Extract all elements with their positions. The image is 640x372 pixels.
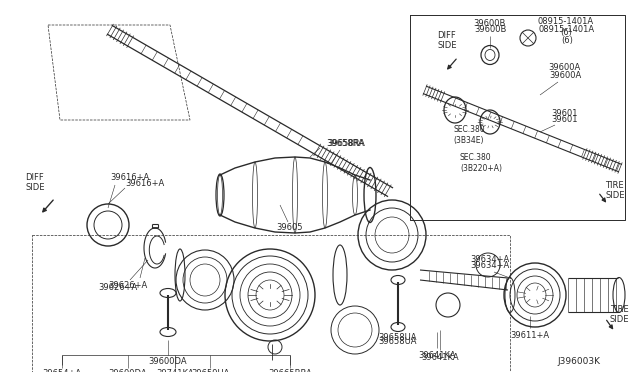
Text: SEC.380: SEC.380 bbox=[460, 154, 492, 163]
Text: 39605: 39605 bbox=[276, 224, 303, 232]
Text: DIFF: DIFF bbox=[25, 173, 44, 183]
Text: TIRE: TIRE bbox=[605, 180, 623, 189]
Text: DIFF: DIFF bbox=[437, 31, 456, 39]
Text: 39641KA: 39641KA bbox=[418, 350, 456, 359]
Text: (6): (6) bbox=[561, 35, 573, 45]
Text: 39659UA: 39659UA bbox=[191, 369, 229, 372]
Text: SIDE: SIDE bbox=[437, 41, 456, 49]
Text: SIDE: SIDE bbox=[610, 315, 630, 324]
Text: 39601: 39601 bbox=[552, 109, 579, 118]
Text: 39658UA: 39658UA bbox=[379, 337, 417, 346]
Text: 08915-1401A: 08915-1401A bbox=[538, 17, 594, 26]
Text: 39658RA: 39658RA bbox=[327, 138, 365, 148]
Text: 39600B: 39600B bbox=[474, 26, 506, 35]
Text: 08915-1401A: 08915-1401A bbox=[539, 26, 595, 35]
Text: 39665BRA: 39665BRA bbox=[268, 369, 312, 372]
Text: 39658UA: 39658UA bbox=[379, 334, 417, 343]
Text: (3B34E): (3B34E) bbox=[453, 135, 483, 144]
Text: 39626+A: 39626+A bbox=[108, 280, 148, 289]
Text: 39641KA: 39641KA bbox=[421, 353, 459, 362]
Text: 39658RA: 39658RA bbox=[326, 138, 364, 148]
Text: J396003K: J396003K bbox=[557, 357, 600, 366]
Text: TIRE: TIRE bbox=[610, 305, 628, 314]
Text: 39600A: 39600A bbox=[548, 64, 580, 73]
Text: 39634+A: 39634+A bbox=[470, 262, 509, 270]
Text: SEC.380: SEC.380 bbox=[453, 125, 484, 135]
Text: 39741KA: 39741KA bbox=[156, 369, 194, 372]
Text: 39600DA: 39600DA bbox=[148, 357, 188, 366]
Text: 39654+A: 39654+A bbox=[42, 369, 81, 372]
Text: 39601: 39601 bbox=[552, 115, 579, 125]
Text: 39611+A: 39611+A bbox=[511, 330, 550, 340]
Text: 39600A: 39600A bbox=[549, 71, 581, 80]
Text: 39600B: 39600B bbox=[473, 19, 505, 28]
Text: 39634+A: 39634+A bbox=[470, 256, 509, 264]
Text: 39600DA: 39600DA bbox=[109, 369, 147, 372]
Text: SIDE: SIDE bbox=[605, 190, 625, 199]
Text: (3B220+A): (3B220+A) bbox=[460, 164, 502, 173]
Text: 39626+A: 39626+A bbox=[99, 282, 138, 292]
Text: 39616+A: 39616+A bbox=[125, 179, 164, 187]
Text: (6): (6) bbox=[560, 28, 572, 36]
Text: SIDE: SIDE bbox=[25, 183, 45, 192]
Text: 39616+A: 39616+A bbox=[110, 173, 150, 183]
